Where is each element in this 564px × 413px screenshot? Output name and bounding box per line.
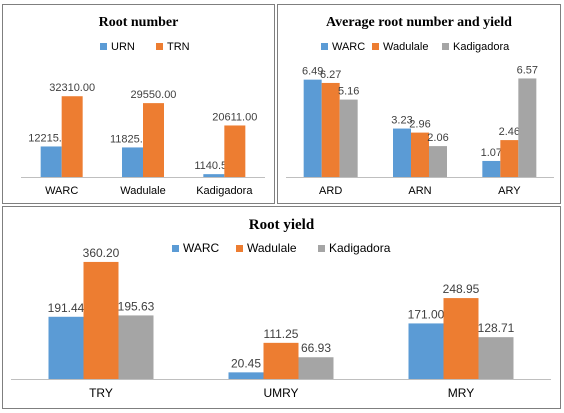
category-label: MRY [448,386,474,400]
bar [518,78,537,177]
data-label: 66.93 [301,341,331,355]
legend-entry: Kadigadora [329,241,391,255]
bar [411,132,429,177]
bar [303,79,322,177]
data-label: 171.00 [408,307,445,321]
data-label: 6.57 [517,64,538,76]
legend-entry: WARC [183,241,220,255]
data-label: 2.46 [499,126,520,138]
category-label: Wadulale [120,185,165,197]
legend-swatch [100,43,107,50]
category-label: Kadigadora [196,185,253,197]
data-label: 32310.00 [49,82,95,94]
legend-entry: Wadulale [383,41,428,53]
chart-root-yield: Root yield WARC Wadulale Kadigadora 191.44 36… [11,217,551,400]
legend-entry: Kadigadora [453,41,510,53]
legend-swatch [442,43,449,50]
bar [478,337,514,379]
data-label: 6.27 [320,69,341,81]
legend-swatch [321,43,328,50]
legend-swatch [172,245,179,252]
bar [203,174,225,177]
bar [339,99,358,177]
bar [143,103,164,177]
legend-swatch [372,43,379,50]
data-label: 191.44 [48,301,85,315]
bar [122,147,143,177]
data-label: 5.16 [338,86,359,98]
bar [83,261,119,379]
chart-title: Root number [99,15,179,30]
bar [40,146,62,177]
bar [500,140,519,177]
bar [393,128,411,177]
data-label: 20611.00 [212,111,257,123]
chart-panel-average-root: Average root number and yield WARC Wadulal… [277,4,561,204]
legend-entry: Wadulale [247,241,297,255]
category-label: TRY [89,386,113,400]
chart-title: Root yield [249,217,315,233]
data-label: 195.63 [118,299,155,313]
chart-panel-root-number: Root number URN TRN 12215.00 32310.00 WARC 118… [2,4,275,204]
legend-entry: WARC [332,41,365,53]
bar [408,323,444,379]
data-label: 29550.00 [131,89,177,101]
bar [118,315,154,379]
data-label: 360.20 [83,246,120,260]
data-label: 2.06 [427,132,448,144]
data-label: 3.23 [391,115,412,127]
category-label: ARY [498,185,521,197]
chart-panel-root-yield: Root yield WARC Wadulale Kadigadora 191.44 36… [2,206,561,409]
bar [298,357,334,379]
category-label: WARC [45,185,78,197]
legend-swatch [156,43,163,50]
bar [48,316,84,379]
bar [443,298,479,379]
bar [228,372,264,379]
data-label: 128.71 [478,321,515,335]
legend-entry: URN [111,41,135,53]
category-label: ARD [319,185,342,197]
bar [224,125,246,177]
bar [482,160,501,177]
data-label: 111.25 [264,327,299,341]
chart-title: Average root number and yield [326,15,512,30]
legend-swatch [318,245,325,252]
data-label: 2.96 [409,119,430,131]
legend-swatch [236,245,243,252]
bar [263,342,299,379]
data-label: 6.49 [302,66,323,78]
data-label: 1.07 [481,147,502,159]
category-label: ARN [408,185,431,197]
bar [61,96,83,177]
data-label: 248.95 [443,282,480,296]
category-label: UMRY [263,386,298,400]
data-label: 1140.50 [194,160,233,172]
bar [429,146,447,177]
legend-entry: TRN [167,41,190,53]
data-label: 20.45 [231,356,261,370]
bar [321,82,340,177]
chart-average-root-number-and-yield: Average root number and yield WARC Wadulal… [286,15,554,197]
